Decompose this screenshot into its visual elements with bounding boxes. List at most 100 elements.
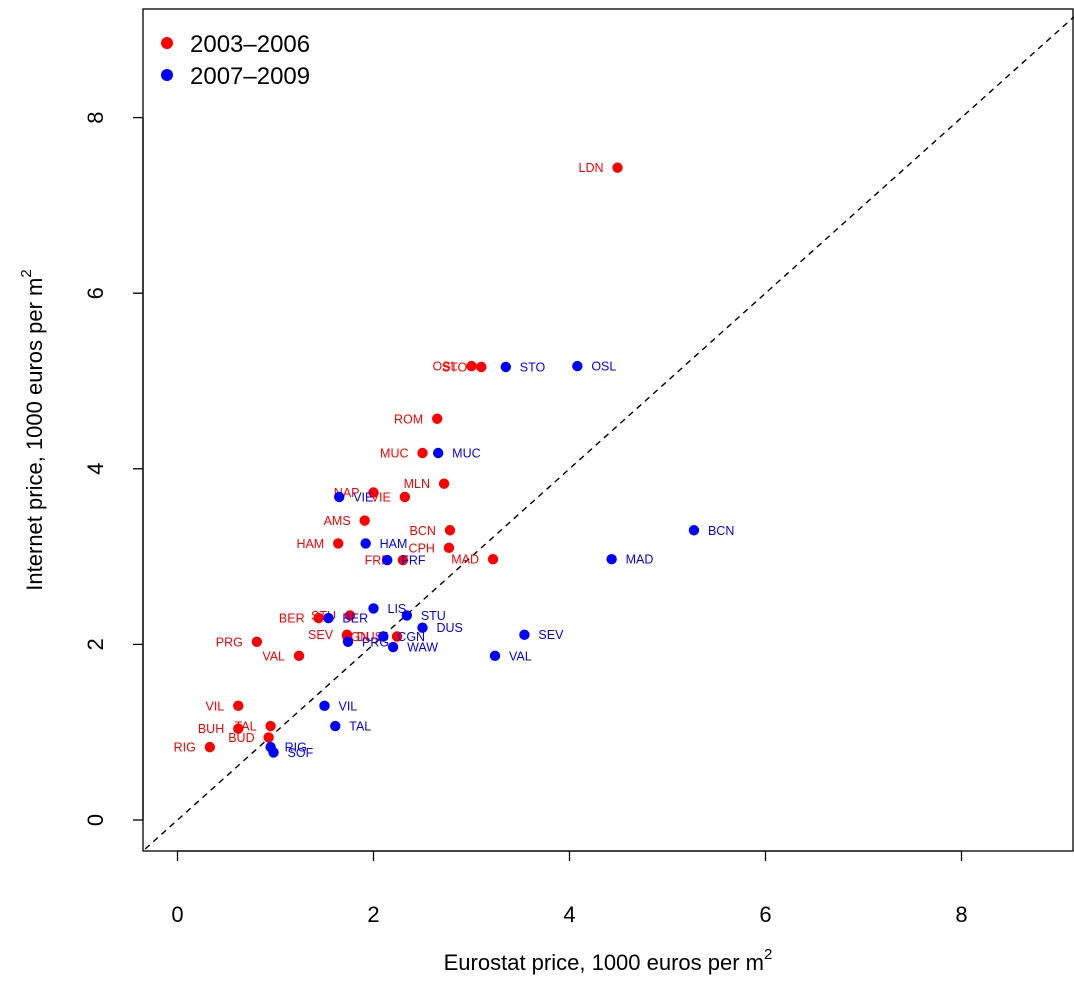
data-point-label: BCN (410, 524, 436, 538)
data-point (443, 542, 455, 554)
data-point (476, 361, 487, 373)
data-point-label: RIG (174, 741, 196, 755)
data-point (330, 720, 341, 732)
data-point-label: AMS (324, 514, 351, 528)
x-tick-label: 2 (367, 902, 379, 927)
data-point (500, 361, 511, 373)
y-tick-label: 2 (83, 638, 108, 650)
data-point-label: RIG (285, 741, 307, 755)
data-point-label: PRG (362, 635, 389, 649)
y-tick-label: 6 (83, 287, 108, 299)
reference-line-layer (144, 16, 1074, 850)
data-point (233, 723, 244, 734)
data-point-label: LDN (579, 161, 604, 175)
x-axis: 0 2 4 6 8 (171, 850, 968, 927)
data-point-label: PRG (216, 635, 243, 649)
data-point-label: OSL (591, 360, 616, 374)
y-axis: 0 2 4 6 8 (83, 111, 144, 826)
data-point-label: MAD (626, 553, 654, 567)
x-tick-label: 6 (759, 902, 771, 927)
data-point-label: BER (342, 612, 368, 626)
data-point-label: MUC (452, 446, 480, 460)
data-point-label: TAL (349, 720, 371, 734)
data-point (572, 360, 583, 372)
legend-label-series-1: 2003–2006 (190, 31, 310, 58)
data-point (432, 447, 444, 459)
legend: 2003–2006 2007–2009 (161, 31, 310, 90)
data-point (293, 650, 305, 662)
y-axis-title: Internet price, 1000 euros per m2 (18, 269, 47, 590)
data-point-label: VAL (509, 649, 532, 663)
data-point (399, 491, 411, 503)
data-point (342, 636, 354, 647)
data-point (268, 747, 279, 758)
data-point (432, 413, 443, 424)
data-point (360, 538, 371, 549)
data-point-label: BER (279, 612, 305, 626)
data-point-label: HAM (380, 537, 408, 551)
data-point (417, 447, 428, 459)
data-point (368, 603, 379, 614)
data-point-label: HAM (296, 537, 324, 551)
data-point (251, 636, 263, 647)
x-tick-label: 4 (563, 902, 575, 927)
data-point-label: STO (520, 360, 546, 374)
data-point-label: CPH (409, 541, 435, 555)
x-axis-title-superscript: 2 (764, 946, 772, 963)
x-tick-label: 0 (171, 902, 183, 927)
data-point (466, 360, 477, 372)
data-point (333, 538, 344, 549)
data-point-label: MAD (451, 553, 479, 567)
data-point-label: STO (442, 360, 468, 374)
data-point (323, 612, 334, 624)
y-tick-label: 4 (83, 463, 108, 475)
data-point (438, 478, 450, 489)
data-point (688, 525, 700, 536)
data-point (368, 487, 379, 498)
data-point-label: BUD (228, 731, 254, 745)
data-point (319, 700, 330, 712)
data-point-label: MLN (404, 477, 430, 491)
data-point-label: VIL (205, 699, 224, 713)
data-point (359, 515, 370, 526)
data-point (378, 631, 389, 642)
data-point-label: OSL (432, 360, 457, 374)
data-point (233, 700, 244, 712)
legend-marker-series-1 (161, 37, 173, 49)
data-point (265, 720, 276, 732)
data-point (606, 554, 617, 565)
data-point (487, 554, 499, 565)
legend-label-series-2: 2007–2009 (190, 63, 310, 90)
data-point (401, 610, 413, 621)
data-point-label: ROM (394, 412, 423, 426)
data-point-label: SEV (308, 628, 334, 642)
legend-marker-series-2 (161, 69, 173, 81)
data-point-label: LIS (388, 602, 407, 616)
y-tick-label: 0 (83, 814, 108, 826)
data-point (204, 741, 216, 753)
data-point (387, 641, 399, 653)
y-tick-label: 8 (83, 111, 108, 123)
data-point (417, 622, 428, 633)
data-point (397, 554, 409, 566)
data-point (313, 612, 324, 624)
x-tick-label: 8 (955, 902, 967, 927)
data-point (334, 491, 345, 503)
data-point-label: FRF (401, 554, 426, 568)
y-axis-title-superscript: 2 (18, 269, 35, 277)
data-point-label: VIL (339, 699, 358, 713)
data-point-label: SOF (288, 746, 314, 760)
data-point-label: SEV (538, 628, 564, 642)
data-point-label: MUC (380, 446, 408, 460)
data-point-label: VIE (353, 490, 373, 504)
data-point (344, 610, 356, 621)
data-point (382, 554, 393, 566)
data-point-label: DUS (437, 621, 463, 635)
data-point-label: WAW (407, 641, 438, 655)
data-point-label: STU (421, 609, 446, 623)
data-point (444, 525, 456, 536)
